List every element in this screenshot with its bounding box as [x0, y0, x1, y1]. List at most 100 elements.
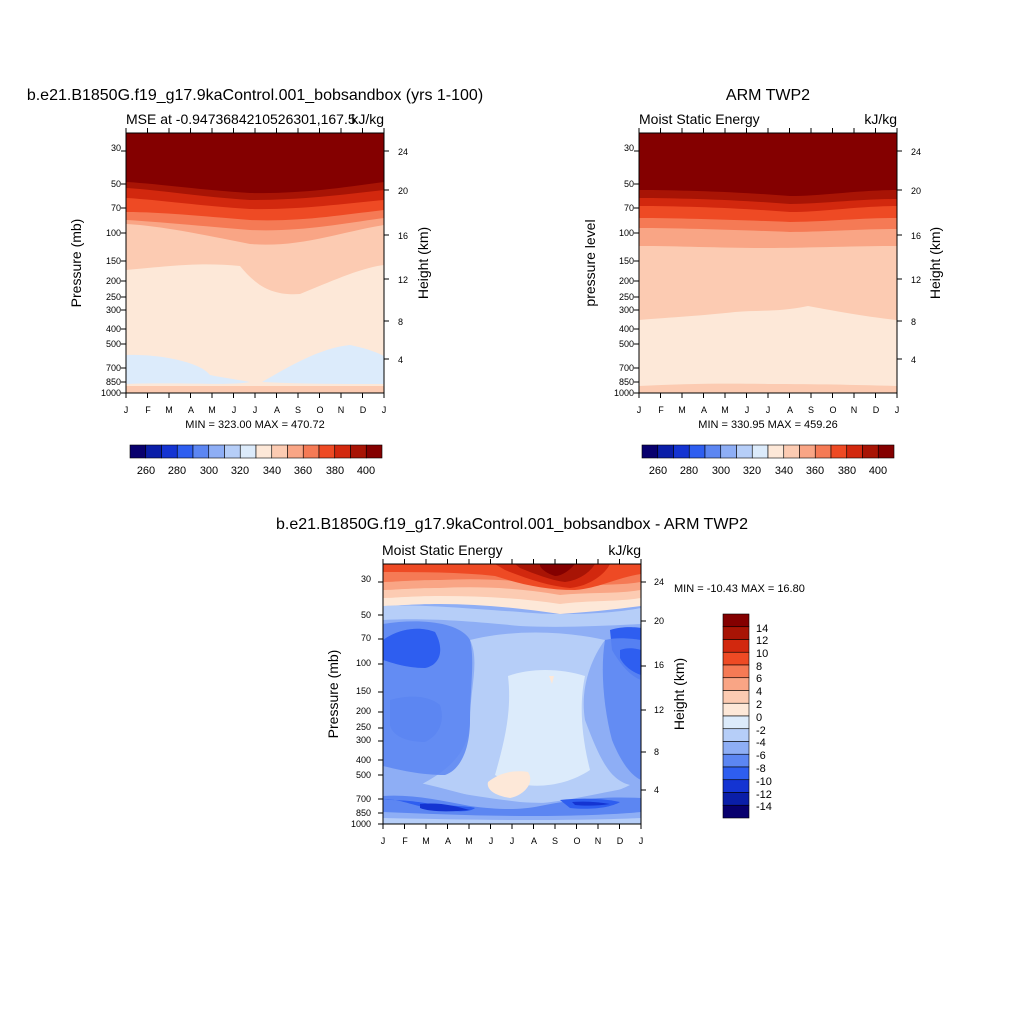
svg-text:J: J [124, 405, 129, 415]
panel-title: ARM TWP2 [726, 87, 810, 104]
panel-title: b.e21.B1850G.f19_g17.9kaControl.001_bobs… [27, 87, 483, 104]
svg-text:-10: -10 [756, 776, 772, 788]
colorbar-swatch [350, 444, 367, 459]
colorbar-swatch [722, 651, 750, 666]
colorbar-swatch [722, 715, 750, 730]
colorbar-swatch [224, 444, 241, 459]
svg-text:340: 340 [775, 465, 793, 477]
y2-axis-label: Height (km) [671, 658, 687, 730]
colorbar-labels: 14 12 10 8 6 4 2 0 -2 -4 -6 -8 -10 -12 -… [756, 623, 772, 813]
colorbar-swatch [722, 779, 750, 793]
svg-text:J: J [745, 405, 750, 415]
svg-text:4: 4 [654, 785, 659, 795]
svg-text:J: J [382, 405, 387, 415]
contour-field [639, 133, 897, 393]
y2-axis-label: Height (km) [927, 227, 943, 299]
colorbar [129, 444, 383, 459]
svg-text:150: 150 [106, 256, 121, 266]
colorbar-swatch [208, 444, 225, 459]
x-tick-labels: J F M A M J J A S O N D J [637, 405, 900, 415]
svg-text:500: 500 [619, 339, 634, 349]
y-axis-label: Pressure (mb) [68, 219, 84, 308]
svg-text:D: D [360, 405, 367, 415]
colorbar-swatch [641, 444, 659, 459]
colorbar-swatch [673, 444, 690, 459]
svg-text:320: 320 [231, 465, 249, 477]
colorbar [641, 444, 895, 459]
svg-text:2: 2 [756, 699, 762, 711]
colorbar-swatch [302, 444, 320, 459]
colorbar-swatch [722, 702, 750, 717]
svg-text:400: 400 [356, 755, 371, 765]
svg-text:12: 12 [756, 635, 768, 647]
colorbar-swatch [722, 804, 750, 819]
svg-text:M: M [678, 405, 686, 415]
svg-text:360: 360 [806, 465, 824, 477]
y-axis-label: Pressure (mb) [325, 650, 341, 739]
svg-text:J: J [510, 836, 515, 846]
svg-text:850: 850 [619, 377, 634, 387]
svg-text:300: 300 [619, 305, 634, 315]
colorbar-swatch [657, 444, 674, 459]
svg-text:24: 24 [398, 147, 408, 157]
svg-text:200: 200 [106, 276, 121, 286]
panel-obs: ARM TWP2 Moist Static Energy kJ/kg 30 50… [582, 87, 943, 477]
svg-text:6: 6 [756, 673, 762, 685]
svg-text:N: N [338, 405, 345, 415]
svg-text:A: A [531, 836, 537, 846]
svg-text:400: 400 [619, 324, 634, 334]
y-axis-label: pressure level [582, 219, 598, 306]
colorbar-swatch [365, 444, 383, 459]
svg-text:1000: 1000 [351, 819, 371, 829]
svg-text:12: 12 [911, 275, 921, 285]
colorbar-swatch [722, 639, 750, 653]
svg-text:8: 8 [654, 747, 659, 757]
svg-text:300: 300 [712, 465, 730, 477]
colorbar-swatch [239, 444, 257, 459]
svg-text:360: 360 [294, 465, 312, 477]
svg-text:M: M [721, 405, 729, 415]
svg-text:D: D [873, 405, 880, 415]
colorbar-swatch [722, 741, 750, 755]
svg-text:300: 300 [106, 305, 121, 315]
svg-text:340: 340 [263, 465, 281, 477]
colorbar-swatch [783, 444, 800, 459]
svg-text:J: J [637, 405, 642, 415]
svg-text:400: 400 [357, 465, 375, 477]
colorbar-swatch [814, 444, 832, 459]
units-label: kJ/kg [864, 111, 897, 127]
colorbar-swatch [255, 444, 273, 459]
svg-text:-6: -6 [756, 750, 766, 762]
svg-text:50: 50 [361, 610, 371, 620]
svg-text:260: 260 [649, 465, 667, 477]
svg-text:24: 24 [654, 577, 664, 587]
svg-text:70: 70 [361, 633, 371, 643]
y-tick-labels: 30 50 70 100 150 200 250 300 400 500 700… [614, 143, 634, 398]
svg-text:O: O [573, 836, 580, 846]
svg-text:F: F [658, 405, 664, 415]
colorbar-swatch [736, 444, 753, 459]
svg-text:8: 8 [398, 317, 403, 327]
svg-text:M: M [165, 405, 173, 415]
svg-text:100: 100 [106, 228, 121, 238]
colorbar-swatch [862, 444, 879, 459]
colorbar-swatch [722, 613, 750, 628]
svg-text:A: A [445, 836, 451, 846]
svg-text:J: J [253, 405, 258, 415]
svg-text:380: 380 [326, 465, 344, 477]
svg-text:20: 20 [398, 186, 408, 196]
panel-title: b.e21.B1850G.f19_g17.9kaControl.001_bobs… [276, 516, 748, 533]
svg-text:J: J [639, 836, 644, 846]
colorbar-swatch [129, 444, 147, 459]
svg-text:J: J [232, 405, 237, 415]
colorbar-swatch [722, 690, 750, 704]
svg-text:S: S [552, 836, 558, 846]
subtitle-left: Moist Static Energy [382, 542, 503, 558]
svg-text:850: 850 [106, 377, 121, 387]
svg-text:20: 20 [654, 616, 664, 626]
svg-text:500: 500 [106, 339, 121, 349]
svg-text:-4: -4 [756, 737, 766, 749]
svg-text:300: 300 [200, 465, 218, 477]
x-tick-labels: J F M A M J J A S O N D J [381, 836, 644, 846]
svg-text:-12: -12 [756, 789, 772, 801]
